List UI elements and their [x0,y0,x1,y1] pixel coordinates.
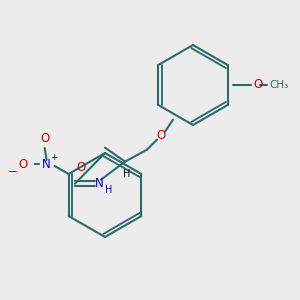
Text: N: N [42,158,51,170]
Text: O: O [156,129,166,142]
Text: O: O [253,79,262,92]
Text: H: H [105,184,113,195]
Text: O: O [76,161,85,174]
Text: CH₃: CH₃ [269,80,288,90]
Text: H: H [123,169,131,178]
Text: O: O [40,131,49,145]
Text: O: O [18,158,27,170]
Text: N: N [94,177,103,190]
Text: +: + [50,152,57,161]
Text: −: − [8,166,18,178]
